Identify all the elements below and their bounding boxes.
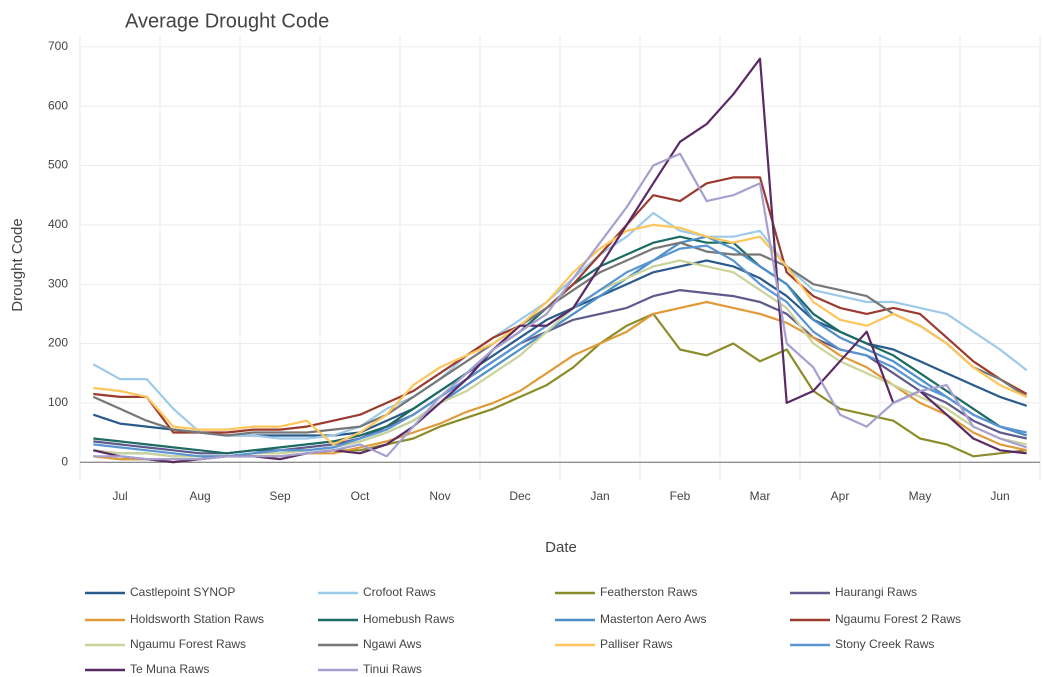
x-tick-label: Aug <box>189 489 210 503</box>
y-tick-label: 100 <box>48 395 68 409</box>
legend-label: Holdsworth Station Raws <box>130 612 264 626</box>
x-tick-label: Sep <box>269 489 291 503</box>
y-tick-label: 500 <box>48 158 68 172</box>
legend-label: Stony Creek Raws <box>835 637 934 651</box>
x-tick-label: Jun <box>990 489 1009 503</box>
legend-label: Featherston Raws <box>600 585 697 599</box>
x-tick-label: Jan <box>590 489 609 503</box>
x-tick-label: Apr <box>831 489 850 503</box>
legend-label: Masterton Aero Aws <box>600 612 707 626</box>
legend-label: Ngaumu Forest 2 Raws <box>835 612 961 626</box>
legend-label: Ngaumu Forest Raws <box>130 637 246 651</box>
y-tick-label: 300 <box>48 276 68 290</box>
series-line <box>93 223 1028 446</box>
y-tick-label: 200 <box>48 336 68 350</box>
legend-label: Palliser Raws <box>600 637 673 651</box>
chart-title: Average Drought Code <box>125 10 329 32</box>
y-tick-label: 400 <box>48 217 68 231</box>
y-axis-label: Drought Code <box>9 218 26 311</box>
x-tick-label: Feb <box>670 489 691 503</box>
series-line <box>93 152 1028 461</box>
x-tick-label: Dec <box>509 489 530 503</box>
x-tick-label: Oct <box>351 489 370 503</box>
x-axis-label: Date <box>545 539 577 556</box>
legend-label: Homebush Raws <box>363 612 454 626</box>
y-tick-label: 700 <box>48 39 68 53</box>
x-tick-label: Jul <box>112 489 127 503</box>
legend-label: Crofoot Raws <box>363 585 436 599</box>
legend-label: Tinui Raws <box>363 662 422 676</box>
x-tick-label: Nov <box>429 489 450 503</box>
y-tick-label: 0 <box>61 454 68 468</box>
legend-label: Haurangi Raws <box>835 585 917 599</box>
series-line <box>92 241 1028 437</box>
series-line <box>92 211 1028 440</box>
legend-label: Castlepoint SYNOP <box>130 585 235 599</box>
legend-label: Te Muna Raws <box>130 662 209 676</box>
x-tick-label: May <box>909 489 932 503</box>
y-tick-label: 600 <box>48 98 68 112</box>
legend-label: Ngawi Aws <box>363 637 421 651</box>
x-tick-label: Mar <box>750 489 771 503</box>
